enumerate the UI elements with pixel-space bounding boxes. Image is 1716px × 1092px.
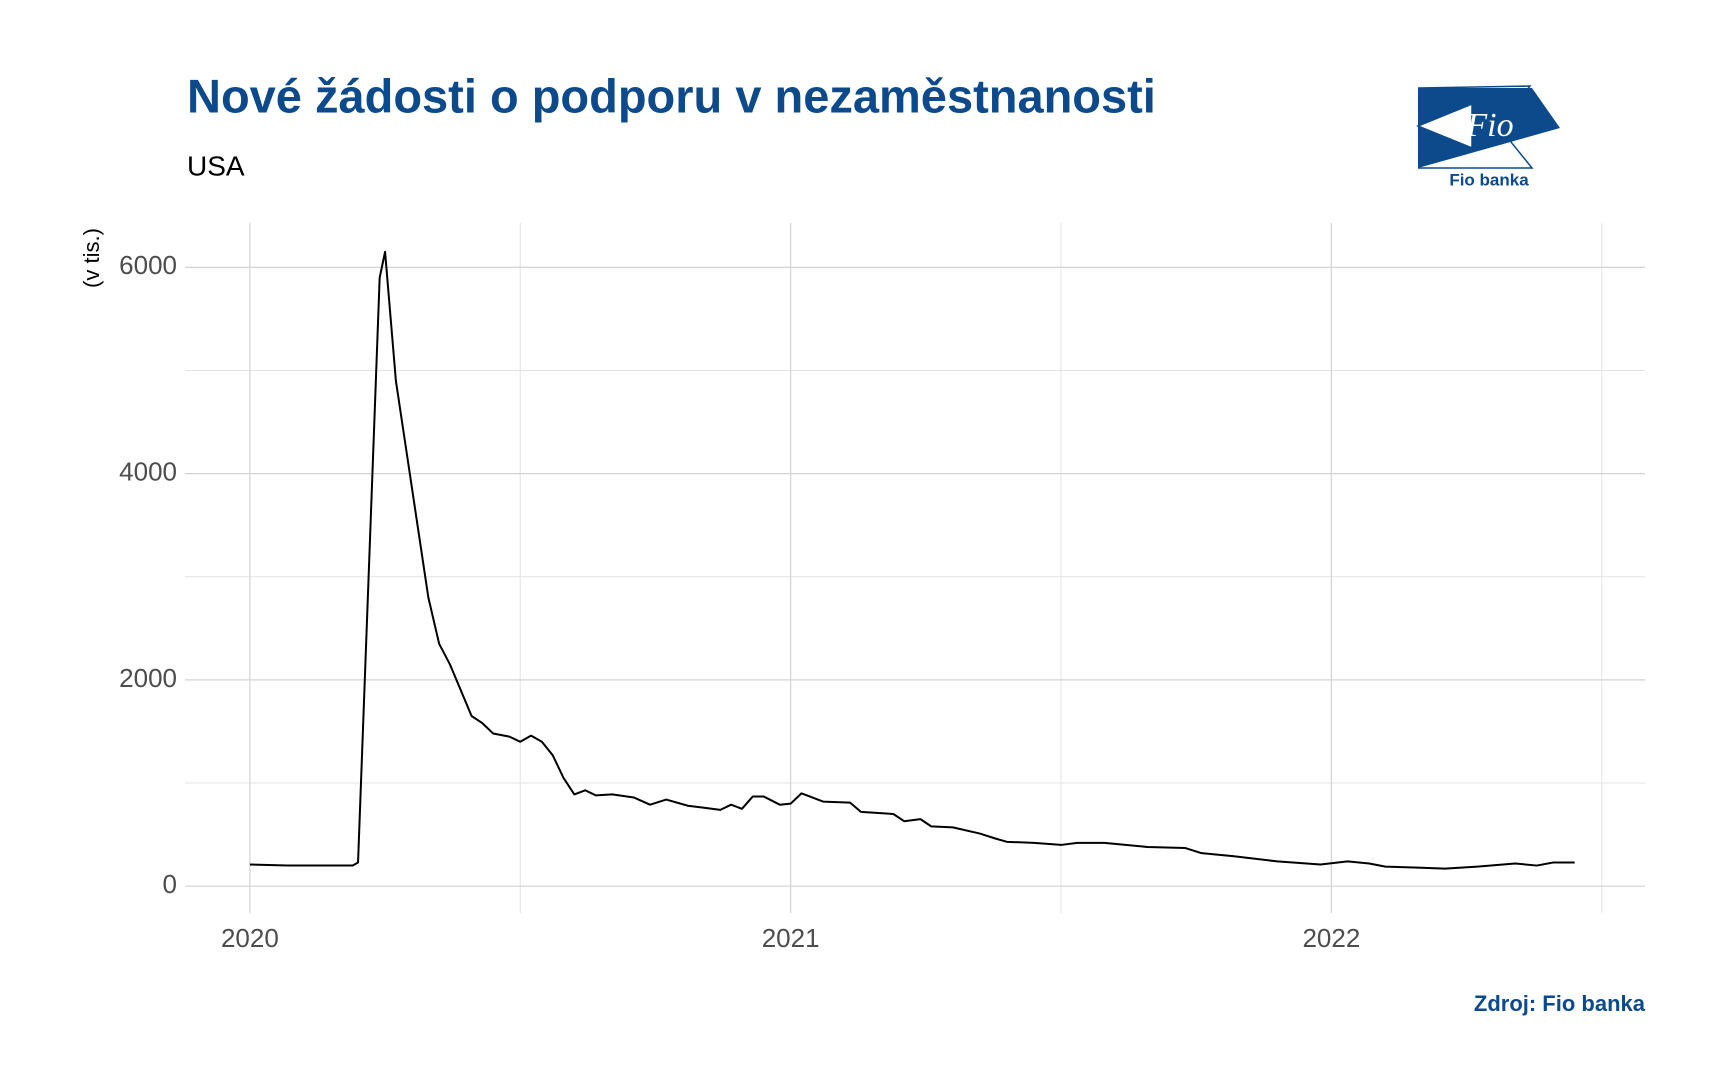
y-tick-label: 4000 <box>119 457 177 487</box>
x-tick-label: 2020 <box>221 923 279 953</box>
y-tick-label: 2000 <box>119 663 177 693</box>
y-axis-label: (v tis.) <box>79 228 104 288</box>
logo-triangle <box>1416 102 1473 150</box>
chart-subtitle: USA <box>187 150 245 181</box>
logo-flag <box>1418 88 1560 168</box>
logo-outline <box>1417 85 1534 169</box>
line <box>249 250 1575 870</box>
y-tick-label: 0 <box>163 869 177 899</box>
x-tick-label: 2022 <box>1302 923 1360 953</box>
logo: Fio Fio banka <box>1416 85 1560 189</box>
chart-title: Nové žádosti o podporu v nezaměstnanosti <box>187 69 1156 122</box>
logo-mark: Fio <box>1465 107 1513 144</box>
logo-text: Fio banka <box>1449 170 1529 189</box>
y-tick-label: 6000 <box>119 250 177 280</box>
x-tick-label: 2021 <box>762 923 820 953</box>
source: Zdroj: Fio banka <box>1474 991 1646 1016</box>
